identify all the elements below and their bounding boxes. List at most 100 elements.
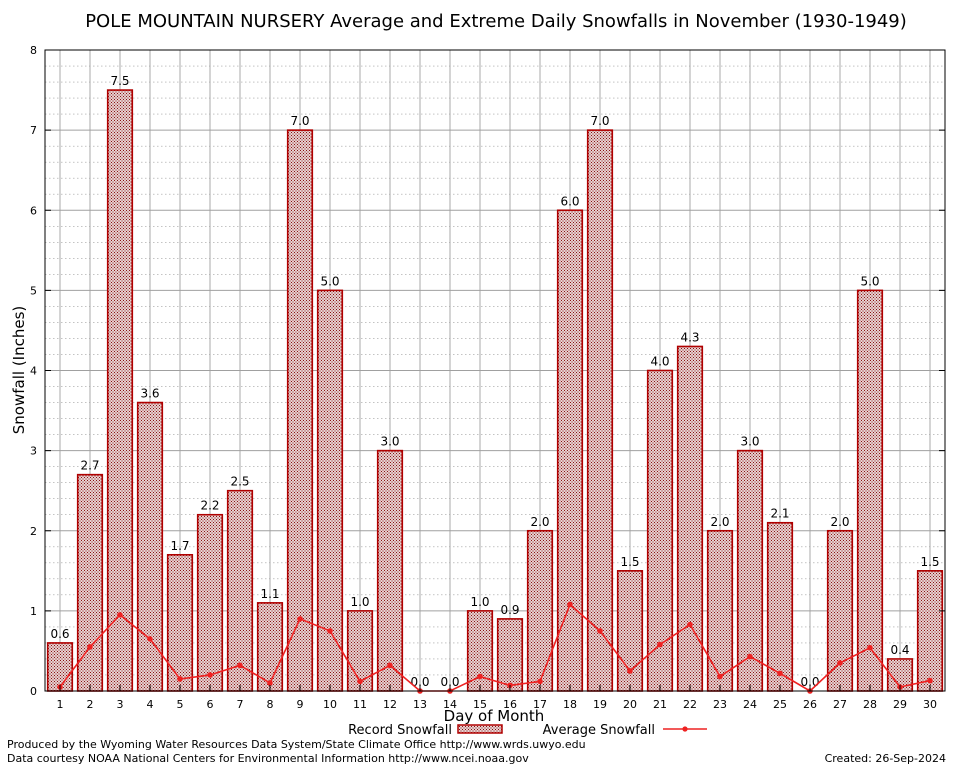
record-bar	[316, 289, 344, 692]
bar-value-label: 0.9	[500, 603, 519, 617]
record-bar	[226, 489, 254, 692]
bar-value-label: 2.5	[230, 475, 249, 489]
y-axis-title: Snowfall (Inches)	[10, 306, 28, 434]
x-tick-label: 12	[383, 698, 397, 711]
bar-value-label: 0.0	[410, 675, 429, 689]
bar-value-label: 7.0	[290, 114, 309, 128]
footer-data-courtesy: Data courtesy NOAA National Centers for …	[7, 752, 529, 765]
average-point	[537, 678, 543, 685]
y-tick-label: 4	[30, 365, 37, 378]
record-bar	[586, 129, 614, 692]
record-bar	[826, 529, 854, 692]
bar-value-label: 5.0	[860, 274, 879, 288]
x-tick-label: 23	[713, 698, 727, 711]
bar-value-label: 2.0	[530, 515, 549, 529]
record-bar	[166, 553, 194, 692]
bars	[46, 89, 944, 692]
average-point	[717, 673, 723, 680]
record-bar	[76, 473, 104, 692]
record-bar	[496, 618, 524, 692]
average-point	[207, 672, 213, 678]
y-tick-label: 2	[30, 525, 37, 538]
x-tick-label: 6	[207, 698, 214, 711]
bar-value-label: 6.0	[560, 194, 579, 208]
x-tick-label: 29	[893, 698, 907, 711]
average-point	[237, 662, 243, 669]
bar-value-label: 1.1	[260, 587, 279, 601]
x-tick-label: 24	[743, 698, 757, 711]
average-point	[387, 662, 393, 669]
bar-value-label: 4.0	[650, 355, 669, 369]
average-point	[867, 644, 873, 651]
average-point	[477, 673, 483, 680]
x-tick-label: 5	[177, 698, 184, 711]
average-point	[357, 678, 363, 685]
record-bar	[106, 89, 134, 692]
x-tick-label: 22	[683, 698, 697, 711]
footer-created: Created: 26-Sep-2024	[825, 752, 946, 765]
x-tick-label: 7	[237, 698, 244, 711]
bar-labels: 0.6 2.7 7.5 3.6 1.7 2.2 2.5 1.1 7.0 5.0 1.0 3.0 0.0 0…	[50, 74, 939, 689]
bar-value-label: 7.0	[590, 114, 609, 128]
record-bar	[196, 513, 224, 692]
x-tick-label: 19	[593, 698, 607, 711]
record-bar	[256, 602, 284, 692]
average-point	[627, 668, 633, 674]
x-tick-label: 3	[117, 698, 124, 711]
y-tick-label: 1	[30, 605, 37, 618]
record-bar	[736, 449, 764, 692]
record-bar	[916, 570, 944, 692]
record-bar	[766, 521, 794, 692]
footer-produced-by: Produced by the Wyoming Water Resources …	[7, 738, 586, 751]
y-tick-label: 8	[30, 44, 37, 57]
y-tick-label: 0	[30, 685, 37, 698]
average-point	[747, 653, 753, 660]
record-bar	[556, 209, 584, 692]
bar-value-label: 3.0	[380, 435, 399, 449]
average-point	[177, 676, 183, 682]
bar-value-label: 1.0	[470, 595, 489, 609]
average-point	[117, 612, 123, 618]
bar-value-label: 4.3	[680, 330, 699, 344]
x-tick-label: 21	[653, 698, 667, 711]
average-point	[597, 628, 603, 634]
record-bar	[706, 529, 734, 692]
record-bar	[676, 345, 704, 692]
average-point	[777, 670, 783, 677]
x-tick-label: 16	[503, 698, 517, 711]
x-tick-label: 17	[533, 698, 547, 711]
x-tick-label: 9	[297, 698, 304, 711]
y-tick-label: 6	[30, 204, 37, 217]
x-tick-label: 20	[623, 698, 637, 711]
x-axis-title: Day of Month	[444, 707, 545, 725]
bar-value-label: 1.5	[920, 555, 939, 569]
x-tick-label: 25	[773, 698, 787, 711]
bar-value-label: 2.1	[770, 507, 789, 521]
x-tick-label: 15	[473, 698, 487, 711]
average-point	[297, 616, 303, 622]
y-tick-label: 5	[30, 284, 37, 297]
average-point	[327, 628, 333, 634]
bar-value-label: 2.0	[830, 515, 849, 529]
x-tick-label: 8	[267, 698, 274, 711]
average-point	[267, 680, 273, 686]
plot-frame	[44, 49, 946, 692]
bar-value-label: 7.5	[110, 74, 129, 88]
legend: Record Snowfall Average Snowfall	[348, 723, 707, 738]
y-tick-label: 3	[30, 445, 37, 458]
record-bar	[376, 449, 404, 692]
x-tick-label: 2	[87, 698, 94, 711]
record-bar	[286, 129, 314, 692]
bar-value-label: 5.0	[320, 274, 339, 288]
bar-value-label: 0.0	[440, 675, 459, 689]
average-line	[57, 601, 933, 694]
x-tick-label: 11	[353, 698, 367, 711]
y-tick-label: 7	[30, 124, 37, 137]
legend-record-label: Record Snowfall	[348, 723, 452, 738]
average-point	[567, 601, 573, 608]
average-point	[687, 621, 693, 628]
x-tick-label: 30	[923, 698, 937, 711]
average-point	[657, 641, 663, 648]
